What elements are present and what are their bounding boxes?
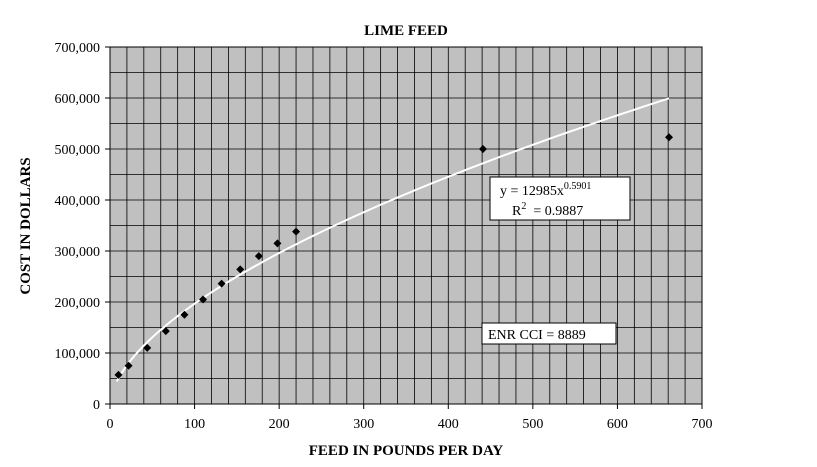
data-point [217, 279, 226, 288]
enr-cci-label: ENR CCI = 8889 [488, 328, 586, 343]
data-points [114, 133, 674, 379]
plot-border [109, 46, 703, 405]
r2-label: R [512, 204, 522, 219]
data-point [665, 133, 674, 142]
chart-title: LIME FEED [364, 23, 448, 39]
equation-main: y = 12985x [500, 184, 564, 199]
x-axis-ticks: 0 100 200 300 400 500 600 700 [107, 404, 713, 432]
enr-box: ENR CCI = 8889 [481, 322, 617, 345]
data-point [292, 227, 301, 236]
data-point [124, 361, 133, 370]
x-tick-label: 100 [184, 417, 205, 432]
y-tick-label: 0 [93, 398, 100, 413]
data-point [180, 310, 189, 319]
x-axis-title: FEED IN POUNDS PER DAY [309, 443, 504, 459]
power-trendline [115, 97, 670, 382]
r2-exponent: 2 [521, 201, 526, 212]
data-point [114, 370, 123, 379]
x-tick-label: 300 [353, 417, 374, 432]
data-point [273, 239, 282, 248]
y-tick-label: 700,000 [55, 41, 101, 56]
data-point [254, 252, 263, 261]
enr-box-bg [481, 322, 617, 345]
data-point [199, 295, 208, 304]
equation-box: y = 12985x0.5901 R2 = 0.9887 [489, 176, 631, 221]
y-tick-label: 200,000 [55, 296, 101, 311]
r2-value: = 0.9887 [526, 204, 583, 219]
y-axis-title: COST IN DOLLARS [18, 157, 34, 294]
y-tick-label: 100,000 [55, 347, 101, 362]
data-point [478, 145, 487, 153]
r-squared-text: R2 = 0.9887 [512, 201, 583, 219]
x-tick-label: 700 [692, 417, 713, 432]
equation-text: y = 12985x0.5901 [500, 181, 591, 199]
data-point [236, 265, 245, 274]
x-tick-label: 200 [269, 417, 290, 432]
x-tick-label: 400 [438, 417, 459, 432]
y-axis-ticks: 0 100,000 200,000 300,000 400,000 500,000 600,… [55, 41, 110, 413]
y-tick-label: 400,000 [55, 194, 101, 209]
x-tick-label: 600 [607, 417, 628, 432]
equation-exponent: 0.5901 [564, 181, 592, 192]
equation-box-bg [489, 176, 631, 221]
x-tick-label: 0 [107, 417, 114, 432]
data-point [161, 327, 170, 336]
data-point [143, 343, 152, 352]
x-tick-label: 500 [522, 417, 543, 432]
y-tick-label: 600,000 [55, 92, 101, 107]
y-tick-label: 500,000 [55, 143, 101, 158]
y-tick-label: 300,000 [55, 245, 101, 260]
